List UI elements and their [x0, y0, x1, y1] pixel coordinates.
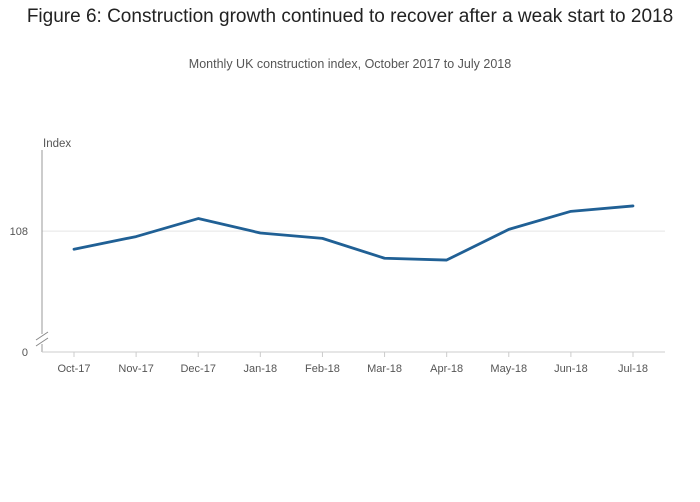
axis-break-mark — [35, 331, 49, 347]
data-point-Jul-18[interactable] — [630, 203, 636, 209]
x-tick-label: Mar-18 — [367, 363, 402, 375]
data-point-Jan-18[interactable] — [257, 230, 263, 236]
y-tick-label: 108 — [10, 226, 28, 238]
tick-labels: 0 108 Oct-17 Nov-17 Dec-17 Jan-18 Feb-18 Mar-18… — [10, 226, 648, 375]
x-tick-label: Jul-18 — [618, 363, 648, 375]
series-line — [72, 204, 635, 262]
x-tick-label: Jan-18 — [244, 363, 278, 375]
data-point-Oct-17[interactable] — [71, 246, 77, 252]
data-point-Apr-18[interactable] — [444, 257, 450, 263]
data-point-Nov-17[interactable] — [133, 234, 139, 240]
axes: Index — [35, 138, 665, 353]
data-point-Feb-18[interactable] — [319, 235, 325, 241]
x-tick-label: Dec-17 — [180, 363, 215, 375]
data-point-Dec-17[interactable] — [195, 216, 201, 222]
x-tick-label: Nov-17 — [118, 363, 153, 375]
x-tick-label: Feb-18 — [305, 363, 340, 375]
chart-title: Figure 6: Construction growth continued … — [26, 6, 674, 27]
data-point-Mar-18[interactable] — [382, 255, 388, 261]
series-layer — [71, 203, 636, 263]
y-tick-label: 0 — [22, 347, 28, 359]
x-tick-label: Oct-17 — [57, 363, 90, 375]
x-tick-label: Jun-18 — [554, 363, 588, 375]
data-point-Jun-18[interactable] — [568, 208, 574, 214]
y-axis-title: Index — [43, 138, 71, 150]
chart-subtitle: Monthly UK construction index, October 2… — [188, 57, 512, 71]
x-tick-label: Apr-18 — [430, 363, 463, 375]
x-tick-label: May-18 — [490, 363, 527, 375]
data-point-May-18[interactable] — [506, 226, 512, 232]
